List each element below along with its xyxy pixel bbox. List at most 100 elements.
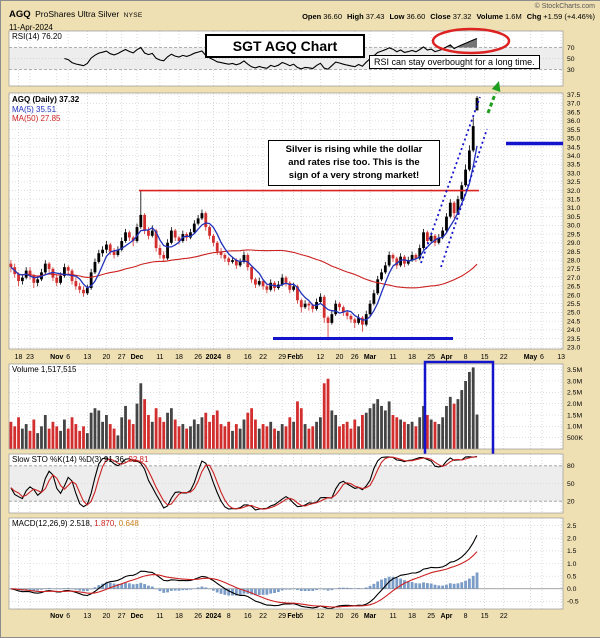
svg-text:26.0: 26.0 xyxy=(567,292,580,299)
svg-text:32.5: 32.5 xyxy=(567,179,580,186)
quote-stats: Open 36.60 High 37.43 Low 36.60 Close 37.32 Volu… xyxy=(297,12,595,21)
svg-text:Apr: Apr xyxy=(440,354,452,361)
svg-text:Dec: Dec xyxy=(131,613,144,620)
svg-text:5: 5 xyxy=(299,354,303,361)
svg-text:34.0: 34.0 xyxy=(567,153,580,160)
svg-text:26: 26 xyxy=(194,354,202,361)
green-arrow-head xyxy=(491,81,501,92)
svg-text:8: 8 xyxy=(227,613,231,620)
svg-text:500K: 500K xyxy=(567,435,583,442)
svg-text:Nov: Nov xyxy=(50,354,63,361)
stat-label: Close xyxy=(430,12,451,21)
stat-value: 36.60 xyxy=(406,12,426,21)
svg-text:25: 25 xyxy=(427,354,435,361)
svg-text:30.0: 30.0 xyxy=(567,223,580,230)
svg-text:23.0: 23.0 xyxy=(567,345,580,352)
stochastics-legend: Slow STO %K(14) %D(3) 91.36, 92.81 xyxy=(12,455,148,464)
market-note-line: Silver is rising while the dollar xyxy=(285,144,423,155)
svg-text:28.5: 28.5 xyxy=(567,249,580,256)
svg-text:20: 20 xyxy=(103,354,111,361)
svg-text:May: May xyxy=(524,354,538,361)
svg-text:33.5: 33.5 xyxy=(567,162,580,169)
svg-text:-0.5: -0.5 xyxy=(567,599,579,606)
svg-text:29: 29 xyxy=(278,354,286,361)
ma50-legend: MA(50) 27.85 xyxy=(12,114,61,123)
svg-text:28.0: 28.0 xyxy=(567,257,580,264)
svg-text:18: 18 xyxy=(408,613,416,620)
trend-wedge-line-2 xyxy=(440,128,488,268)
svg-text:18: 18 xyxy=(175,354,183,361)
stat-value: +1.59 (+4.46%) xyxy=(543,12,595,21)
stat-label: Low xyxy=(389,12,405,21)
svg-text:29.5: 29.5 xyxy=(567,231,580,238)
svg-text:Mar: Mar xyxy=(364,354,377,361)
svg-text:37.5: 37.5 xyxy=(567,92,580,99)
sto-d-value: 92.81 xyxy=(128,455,149,464)
stat-label: Volume xyxy=(476,12,504,21)
svg-text:Nov: Nov xyxy=(50,613,63,620)
svg-text:27: 27 xyxy=(118,354,126,361)
svg-text:3.0M: 3.0M xyxy=(567,378,582,385)
macd-legend: MACD(12,26,9) 2.518, 1.870, 0.648 xyxy=(12,519,139,528)
svg-text:36.5: 36.5 xyxy=(567,109,580,116)
svg-text:2024: 2024 xyxy=(206,354,222,361)
svg-text:20: 20 xyxy=(336,354,344,361)
macd-value: 2.518, xyxy=(69,519,93,528)
rsi-overbought-ellipse xyxy=(431,27,511,55)
svg-text:22: 22 xyxy=(500,613,508,620)
svg-text:Dec: Dec xyxy=(131,354,144,361)
svg-text:36.0: 36.0 xyxy=(567,118,580,125)
svg-text:13: 13 xyxy=(83,613,91,620)
macd-signal-value: 1.870, xyxy=(94,519,117,528)
svg-text:16: 16 xyxy=(244,354,252,361)
svg-text:27.5: 27.5 xyxy=(567,266,580,273)
ticker-symbol: AGQ xyxy=(9,9,31,20)
stat-value: 37.32 xyxy=(452,12,472,21)
svg-text:Feb: Feb xyxy=(287,613,299,620)
svg-text:2.0M: 2.0M xyxy=(567,401,582,408)
svg-text:35.5: 35.5 xyxy=(567,127,580,134)
svg-text:11: 11 xyxy=(389,354,396,361)
svg-text:0.0: 0.0 xyxy=(567,586,577,593)
svg-text:29.0: 29.0 xyxy=(567,240,580,247)
svg-text:12: 12 xyxy=(316,613,324,620)
svg-text:20: 20 xyxy=(103,613,111,620)
svg-text:11: 11 xyxy=(156,613,163,620)
svg-text:18: 18 xyxy=(175,613,183,620)
svg-text:8: 8 xyxy=(227,354,231,361)
svg-text:2.0: 2.0 xyxy=(567,536,577,543)
exchange-name: NYSE xyxy=(123,12,143,19)
svg-text:Mar: Mar xyxy=(364,613,377,620)
market-note-line: and rates rise too. This is the xyxy=(288,156,420,168)
svg-text:26.5: 26.5 xyxy=(567,284,580,291)
svg-text:20: 20 xyxy=(336,613,344,620)
svg-text:0.5: 0.5 xyxy=(567,573,577,580)
svg-text:18: 18 xyxy=(408,354,416,361)
svg-text:18: 18 xyxy=(15,354,23,361)
svg-text:12: 12 xyxy=(316,354,324,361)
stat-value: 1.6M xyxy=(505,12,522,21)
svg-text:24.5: 24.5 xyxy=(567,318,580,325)
volume-legend: Volume 1,517,515 xyxy=(12,365,77,374)
svg-text:34.5: 34.5 xyxy=(567,144,580,151)
svg-text:26: 26 xyxy=(351,613,359,620)
svg-text:25.5: 25.5 xyxy=(567,301,580,308)
svg-text:2.5M: 2.5M xyxy=(567,390,582,397)
svg-text:37.0: 37.0 xyxy=(567,101,580,108)
svg-text:80: 80 xyxy=(567,463,575,470)
svg-text:27: 27 xyxy=(118,613,126,620)
svg-text:15: 15 xyxy=(481,613,489,620)
company-name: ProShares Ultra Silver xyxy=(35,9,120,19)
svg-text:31.0: 31.0 xyxy=(567,205,580,212)
svg-text:6: 6 xyxy=(66,613,70,620)
svg-text:1.0: 1.0 xyxy=(567,561,577,568)
macd-label: MACD(12,26,9) xyxy=(12,519,68,528)
svg-text:1.5M: 1.5M xyxy=(567,412,582,419)
svg-text:16: 16 xyxy=(244,613,252,620)
svg-text:20: 20 xyxy=(567,499,575,506)
sto-k-value: 91.36, xyxy=(103,455,127,464)
stat-value: 36.60 xyxy=(323,12,343,21)
svg-text:Feb: Feb xyxy=(287,354,299,361)
svg-text:30: 30 xyxy=(567,67,575,74)
